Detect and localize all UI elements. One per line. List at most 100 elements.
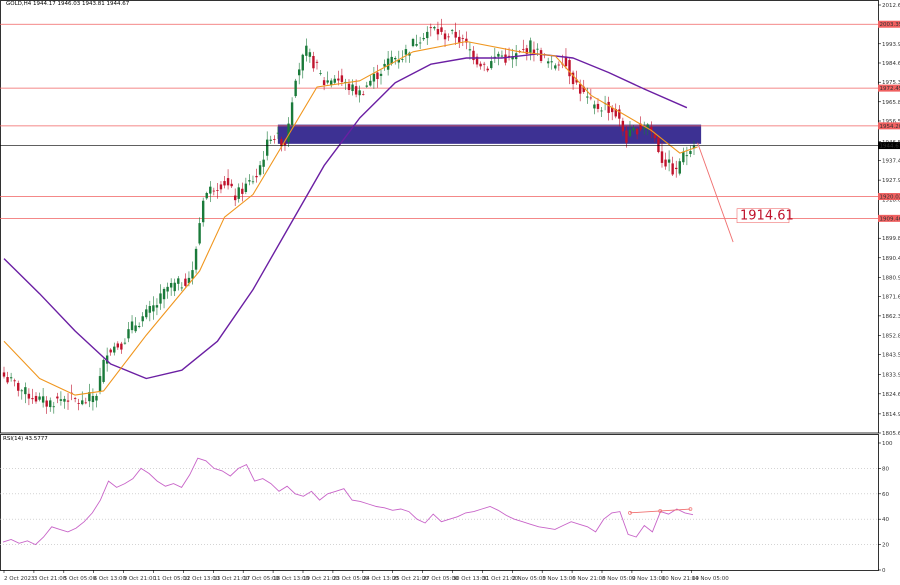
candle-body — [504, 54, 507, 63]
candle-body — [38, 396, 41, 400]
candle-body — [116, 343, 120, 348]
price-level-tag — [878, 122, 900, 130]
candle-body — [614, 108, 617, 117]
candle — [98, 367, 102, 395]
candle — [262, 150, 265, 175]
candle — [237, 183, 240, 203]
candle-body — [130, 321, 134, 331]
candle — [88, 383, 91, 408]
candle — [265, 131, 269, 161]
candle-body — [294, 80, 297, 97]
candle — [472, 46, 475, 65]
time-tick-label: 24 Oct 13:00 — [363, 576, 399, 582]
candle-body — [386, 58, 390, 70]
candle-body — [13, 380, 16, 382]
candle — [116, 341, 120, 350]
candle-body — [578, 84, 582, 94]
candle — [219, 181, 223, 194]
candle-body — [102, 359, 105, 382]
candle — [102, 358, 105, 384]
rsi-tick-label: 60 — [882, 492, 889, 498]
candle — [646, 122, 649, 136]
candle-body — [468, 49, 472, 51]
candle — [148, 300, 152, 322]
candle — [63, 395, 66, 409]
candle — [294, 78, 297, 98]
price-level-tag — [878, 20, 900, 28]
candle — [429, 23, 433, 37]
candle-body — [397, 59, 400, 63]
candle-body — [411, 38, 415, 47]
candle-body — [433, 27, 436, 29]
candle — [362, 90, 365, 96]
candle-body — [369, 80, 372, 86]
target-box — [736, 208, 790, 224]
price-tick-label: 1890.40 — [882, 256, 900, 262]
candle-body — [66, 400, 70, 402]
candle-body — [564, 56, 568, 67]
candle-body — [650, 126, 653, 132]
candle-body — [166, 286, 169, 292]
candle-body — [45, 400, 48, 407]
candle-body — [330, 80, 333, 86]
candle-body — [209, 186, 212, 194]
candle — [511, 48, 514, 68]
supply-zone — [277, 124, 702, 144]
candle — [120, 341, 123, 354]
candle-body — [105, 355, 109, 364]
candle — [258, 161, 262, 177]
candle-body — [326, 80, 329, 83]
candle — [269, 135, 272, 144]
candle — [529, 37, 532, 61]
candle-body — [198, 223, 201, 244]
candle-body — [529, 40, 532, 53]
candle — [73, 396, 77, 403]
rsi-divergence-point — [688, 507, 693, 511]
candle-body — [84, 402, 88, 404]
candle — [358, 85, 361, 103]
candle — [9, 372, 13, 382]
ema-line — [3, 40, 698, 396]
price-tick-label: 1984.60 — [882, 61, 900, 67]
candle-body — [461, 38, 465, 39]
candle-body — [280, 139, 283, 147]
candle-body — [219, 184, 223, 190]
candle-body — [27, 393, 31, 399]
candle-body — [194, 248, 198, 270]
sma-line — [3, 53, 688, 380]
rsi-tick-label: 0 — [882, 568, 886, 574]
candle-body — [312, 55, 315, 69]
candle-body — [635, 128, 639, 135]
candle — [635, 127, 639, 140]
candle-body — [137, 325, 141, 327]
candle-body — [550, 61, 553, 63]
price-tick-label: 1880.90 — [882, 275, 900, 281]
candle — [66, 393, 70, 410]
candle — [571, 70, 575, 90]
candle — [440, 18, 443, 35]
candle-body — [539, 50, 543, 61]
candle-body — [618, 109, 621, 119]
candle-body — [365, 85, 368, 87]
candle — [166, 282, 169, 299]
candle — [550, 56, 553, 70]
candle — [422, 32, 425, 42]
price-level-tag — [878, 193, 900, 201]
candle — [130, 315, 134, 334]
candle-body — [145, 309, 148, 318]
candle — [201, 197, 205, 227]
candle — [287, 117, 290, 148]
candles — [2, 18, 696, 414]
candle-body — [177, 278, 180, 284]
time-tick-label: 25 Oct 21:00 — [393, 576, 429, 582]
candle — [678, 158, 681, 176]
candle — [628, 120, 632, 138]
candle — [482, 61, 486, 72]
candle-body — [248, 180, 251, 182]
candle-body — [41, 396, 45, 403]
candle-body — [120, 343, 123, 350]
candle — [13, 378, 16, 387]
candle-body — [458, 36, 461, 43]
candle-body — [233, 195, 237, 201]
rsi-line — [2, 457, 694, 546]
